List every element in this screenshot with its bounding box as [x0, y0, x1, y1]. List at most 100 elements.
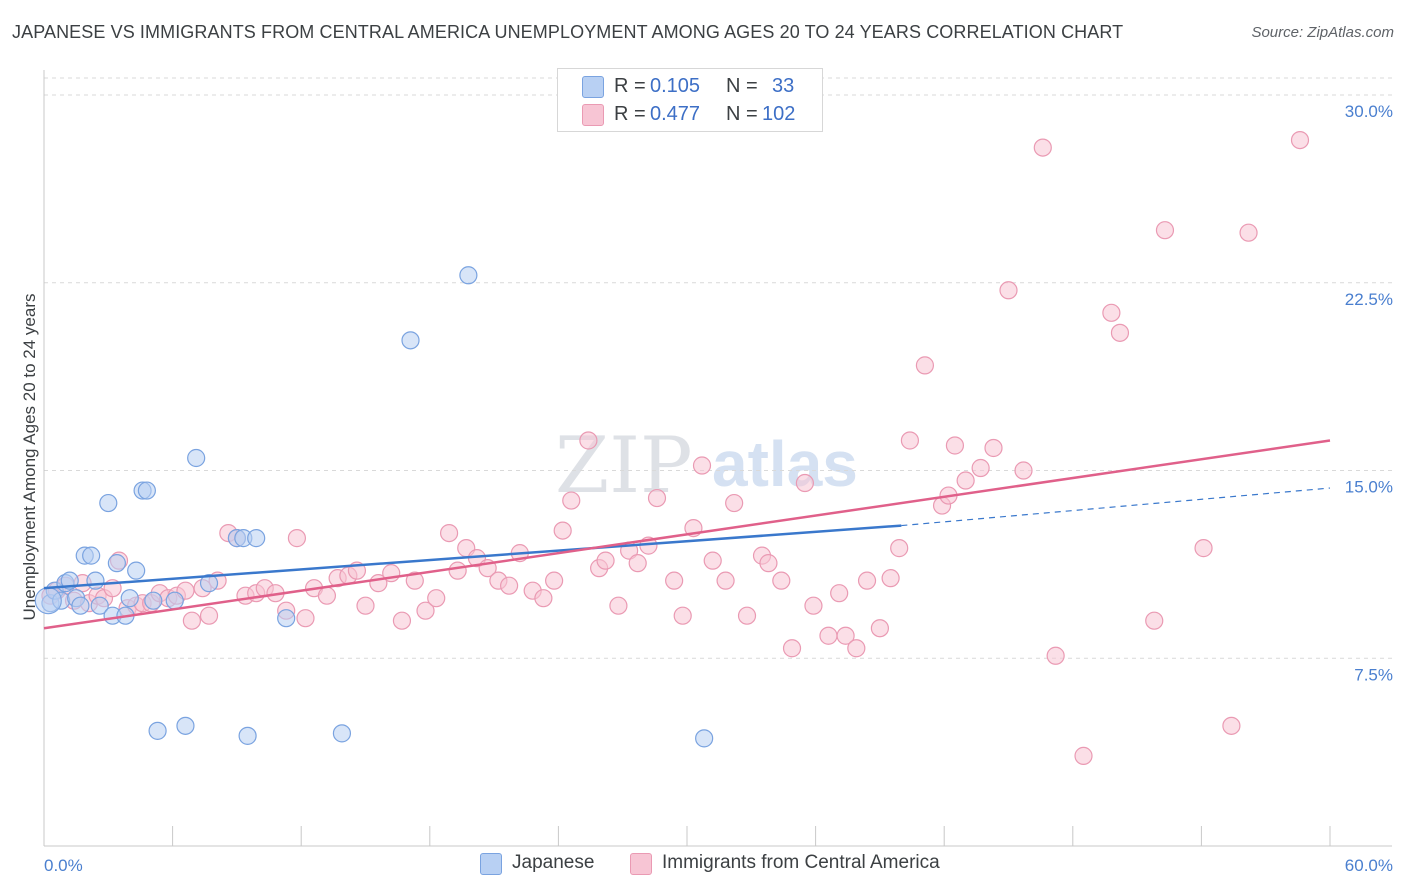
- central-america-point: [392, 611, 412, 630]
- central-america-point: [500, 576, 519, 595]
- japanese-point: [332, 724, 352, 743]
- japanese-point: [459, 266, 478, 285]
- y-tick-label: 22.5%: [1345, 290, 1393, 309]
- central-america-point: [915, 356, 935, 375]
- japanese-point: [137, 481, 156, 500]
- central-america-point: [870, 619, 890, 638]
- central-america-point: [317, 586, 337, 605]
- central-america-point: [830, 584, 849, 603]
- japanese-point: [148, 721, 167, 740]
- central-america-point: [439, 523, 459, 543]
- central-america-point: [857, 571, 877, 590]
- central-america-point: [596, 551, 615, 570]
- stats-legend: R = 0.105 N = 33 R = 0.477 N = 102: [557, 68, 823, 132]
- central-america-point: [296, 609, 315, 628]
- central-america-point: [1239, 223, 1258, 242]
- central-america-point: [182, 611, 201, 630]
- central-america-point: [847, 639, 866, 658]
- japanese-point: [165, 591, 184, 610]
- central-america-point: [553, 521, 572, 540]
- watermark-atlas: atlas: [712, 428, 858, 500]
- central-america-point: [716, 571, 735, 590]
- central-america-point: [804, 596, 823, 615]
- japanese-point: [401, 331, 420, 350]
- y-axis-title: Unemployment Among Ages 20 to 24 years: [20, 294, 39, 621]
- axes: 7.5% 15.0% 22.5% 30.0% 0.0% 60.0%: [43, 70, 1393, 875]
- central-america-point: [772, 571, 791, 590]
- central-america-point: [199, 606, 219, 625]
- legend-swatch-blue: [582, 76, 604, 98]
- central-america-point: [562, 491, 581, 510]
- central-america-point: [356, 596, 375, 615]
- gridlines: [44, 77, 1392, 659]
- legend-r-value: 0.477: [650, 103, 701, 125]
- central-america-point: [890, 539, 909, 558]
- japanese-point: [120, 589, 139, 608]
- japanese-point: [71, 596, 90, 615]
- central-america-point: [287, 529, 307, 548]
- legend-r-label: R =: [614, 75, 646, 97]
- central-america-point: [692, 456, 712, 475]
- y-tick-label: 30.0%: [1345, 102, 1393, 121]
- japanese-point: [277, 609, 296, 628]
- legend-n-value: 33: [772, 75, 795, 97]
- central-america-point: [945, 436, 965, 455]
- japanese-trendline-extension: [901, 487, 1331, 527]
- japanese-point: [127, 561, 146, 580]
- legend-r-value: 0.105: [650, 75, 701, 97]
- japanese-point: [99, 493, 118, 513]
- central-america-point: [609, 596, 628, 615]
- central-america-point: [1155, 221, 1175, 240]
- legend-n-value: 102: [762, 103, 796, 125]
- japanese-cluster-point: [34, 587, 62, 615]
- central-america-point: [1290, 130, 1310, 150]
- central-america-point: [1074, 746, 1093, 765]
- central-america-point: [795, 473, 814, 493]
- central-america-point: [984, 438, 1003, 458]
- central-america-point: [703, 551, 722, 570]
- japanese-point: [107, 554, 126, 573]
- central-america-point: [427, 589, 446, 608]
- central-america-point: [725, 493, 744, 513]
- central-america-point: [759, 554, 778, 573]
- y-tick-label: 15.0%: [1345, 478, 1393, 497]
- japanese-point: [86, 571, 105, 590]
- legend-n-label: N =: [726, 75, 758, 97]
- central-america-point: [1194, 539, 1213, 558]
- y-axis-label: Unemployment Among Ages 20 to 24 years: [20, 294, 39, 621]
- bottom-legend-label: Immigrants from Central America: [662, 852, 940, 873]
- japanese-point: [695, 729, 714, 748]
- legend-n-label: N =: [726, 103, 758, 125]
- source-credit: Source: ZipAtlas.com: [1251, 24, 1394, 41]
- japanese-point: [176, 716, 195, 735]
- central-america-point: [1145, 611, 1164, 630]
- japanese-point: [247, 529, 266, 548]
- legend-r-label: R =: [614, 103, 646, 125]
- central-america-point: [900, 431, 920, 450]
- central-america-point: [647, 488, 667, 508]
- bottom-legend-label: Japanese: [512, 852, 595, 873]
- central-america-point: [881, 569, 900, 588]
- central-america-point: [1033, 138, 1052, 157]
- japanese-point: [82, 546, 101, 565]
- central-america-point: [999, 281, 1018, 300]
- central-america-point: [534, 589, 553, 608]
- central-america-point: [956, 471, 975, 490]
- central-america-point: [1102, 303, 1121, 322]
- central-america-point: [665, 571, 684, 590]
- central-america-point: [836, 626, 855, 645]
- central-america-point: [579, 431, 598, 450]
- central-america-point: [628, 554, 647, 573]
- central-america-point: [1046, 646, 1065, 665]
- central-america-point: [819, 626, 838, 645]
- japanese-point: [90, 596, 109, 615]
- trendlines: [43, 439, 1331, 630]
- central-america-point: [1222, 716, 1241, 735]
- central-america-point: [545, 571, 564, 590]
- x-tick-label: 60.0%: [1345, 856, 1393, 875]
- central-america-point: [405, 571, 424, 590]
- central-america-point: [673, 606, 692, 625]
- bottom-legend-swatch-pink: [630, 853, 652, 875]
- central-america-point: [737, 606, 757, 625]
